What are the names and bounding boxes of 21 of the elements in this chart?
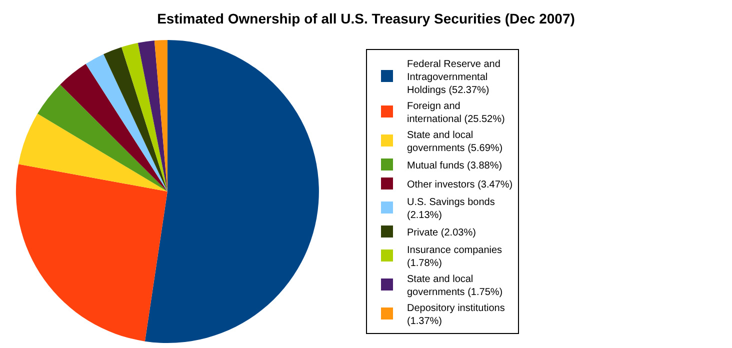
legend-label: Private (2.03%): [407, 227, 476, 238]
pie-slice: [138, 40, 168, 192]
legend-label: U.S. Savings bonds (2.13%): [407, 196, 495, 221]
pie-slice: [18, 114, 168, 192]
legend-label: Insurance companies (1.78%): [407, 244, 502, 269]
legend-label: State and local governments (1.75%): [407, 274, 503, 298]
legend-label: Mutual funds (3.88%): [407, 160, 502, 172]
pie-slice: [37, 84, 168, 192]
pie-slice: [144, 40, 319, 343]
pie-slice: [16, 164, 168, 342]
chart-title: Estimated Ownership of all U.S. Treasury Securities (Dec 2007): [157, 10, 575, 27]
pie-slice: [154, 40, 168, 192]
pie-slice: [122, 42, 168, 192]
legend-label: Foreign and international (25.52%): [407, 100, 505, 125]
legend-label: Other investors (3.47%): [407, 179, 513, 190]
pie-slice: [86, 54, 168, 192]
legend-label: Federal Reserve and Intragovernmental Holdings (52.37%): [407, 58, 500, 96]
pie-slice: [104, 47, 168, 192]
pie-slice: [60, 64, 168, 192]
legend-label: Depository institutions (1.37%): [407, 302, 505, 327]
legend-label: State and local governments (5.69%): [407, 130, 503, 154]
